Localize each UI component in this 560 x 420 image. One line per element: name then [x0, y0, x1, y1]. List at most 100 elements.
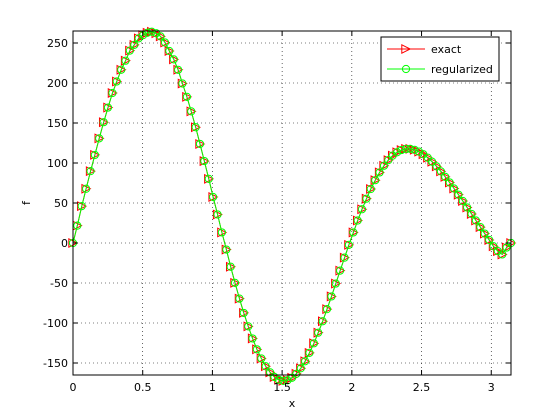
data-point-exact [300, 356, 311, 367]
data-point-regularized [366, 184, 375, 194]
y-axis-label: f [20, 200, 33, 205]
data-point-regularized [384, 156, 393, 165]
legend-box [380, 36, 500, 82]
data-point-regularized [147, 27, 156, 36]
x-tick-label: 0.5 [134, 381, 152, 394]
data-point-regularized [230, 278, 240, 287]
data-point-regularized [344, 240, 354, 249]
data-point-regularized [301, 357, 310, 366]
legend-marker [401, 43, 412, 55]
y-tick-labels: -150 -100 -50 0 50 100 150 200 250 [43, 37, 68, 370]
data-point-regularized [401, 144, 411, 154]
data-point-exact [361, 193, 372, 204]
data-point-exact [234, 293, 245, 304]
data-point-exact [195, 138, 206, 149]
data-point-exact [182, 91, 193, 102]
data-point-regularized [169, 55, 178, 64]
data-point-regularized [362, 194, 371, 203]
x-tick-label: 3 [488, 381, 495, 394]
data-point-regularized [248, 334, 257, 343]
data-point-regularized [353, 216, 362, 225]
y-tick-label: -50 [50, 277, 68, 290]
y-tick-label: 150 [47, 117, 68, 130]
data-point-regularized [318, 317, 327, 326]
data-point-exact [120, 55, 131, 66]
data-point-regularized [445, 178, 454, 187]
data-point-regularized [463, 203, 472, 212]
data-point-regularized [449, 184, 459, 193]
data-point-regularized [454, 190, 463, 199]
data-point-regularized [217, 228, 226, 237]
data-point-regularized [458, 196, 467, 206]
data-point-regularized [187, 107, 196, 116]
data-point-exact [318, 316, 329, 327]
data-point-regularized [476, 222, 485, 232]
data-point-regularized [279, 376, 288, 385]
data-point-regularized [305, 348, 314, 357]
data-point-exact [339, 252, 350, 263]
legend-label: regularized [431, 63, 493, 76]
plot-area: 0 0.5 1 1.5 2 2.5 3 -150 -100 -50 0 50 100 150 200 250 [43, 26, 517, 394]
data-point-exact [112, 76, 123, 87]
x-tick-label: 2.5 [413, 381, 431, 394]
data-point-regularized [331, 279, 340, 288]
data-point-exact [326, 291, 337, 302]
data-point-exact [366, 183, 377, 195]
data-point-regularized [112, 77, 121, 86]
data-point-regularized [410, 145, 419, 154]
data-point-regularized [283, 376, 292, 385]
data-point-exact [357, 204, 368, 215]
data-point-regularized [117, 65, 126, 74]
data-point-regularized [204, 174, 213, 183]
data-point-regularized [371, 176, 380, 185]
data-point-exact [370, 175, 381, 186]
data-point-exact [90, 149, 101, 160]
data-point-regularized [257, 354, 266, 363]
data-point-exact [252, 344, 263, 355]
data-point-regularized [200, 156, 209, 166]
data-point-regularized [90, 150, 99, 160]
data-point-regularized [467, 209, 476, 219]
data-point-exact [344, 239, 355, 250]
data-point-regularized [498, 250, 507, 259]
data-point-regularized [314, 328, 323, 337]
data-point-exact [221, 244, 232, 255]
y-tick-label: 50 [54, 197, 68, 210]
data-point-regularized [160, 38, 170, 47]
data-point-exact [94, 133, 105, 144]
data-point-regularized [489, 242, 498, 251]
legend-marker [401, 64, 411, 74]
data-point-regularized [406, 144, 415, 153]
data-point-exact [331, 278, 342, 289]
y-tick-label: -100 [43, 317, 68, 330]
data-point-regularized [174, 65, 183, 74]
data-point-exact [116, 64, 127, 75]
x-tick-labels: 0 0.5 1 1.5 2 2.5 3 [70, 381, 495, 394]
data-point-regularized [261, 362, 270, 371]
data-point-regularized [213, 210, 222, 219]
data-point-regularized [397, 145, 406, 155]
data-point-regularized [340, 253, 349, 262]
data-point-exact [190, 122, 202, 133]
data-point-regularized [274, 375, 284, 384]
data-point-exact [169, 54, 180, 65]
legend-entry-exact: exact [387, 43, 462, 56]
data-point-exact [335, 265, 346, 276]
data-point-regularized [436, 167, 446, 176]
data-point-regularized [103, 103, 113, 112]
axis-ticks [72, 31, 511, 375]
data-point-exact [348, 227, 359, 238]
legend: exact regularized [380, 36, 500, 82]
x-tick-label: 2 [348, 381, 355, 394]
data-point-regularized [393, 148, 402, 157]
data-point-regularized [357, 205, 367, 214]
data-point-regularized [375, 168, 384, 177]
legend-entries: exact regularized [387, 43, 493, 76]
data-point-regularized [156, 32, 165, 41]
data-point-regularized [182, 92, 192, 101]
data-point-exact [322, 304, 333, 315]
x-tick-label: 1 [209, 381, 216, 394]
data-point-regularized [191, 123, 200, 132]
data-point-regularized [485, 235, 494, 245]
